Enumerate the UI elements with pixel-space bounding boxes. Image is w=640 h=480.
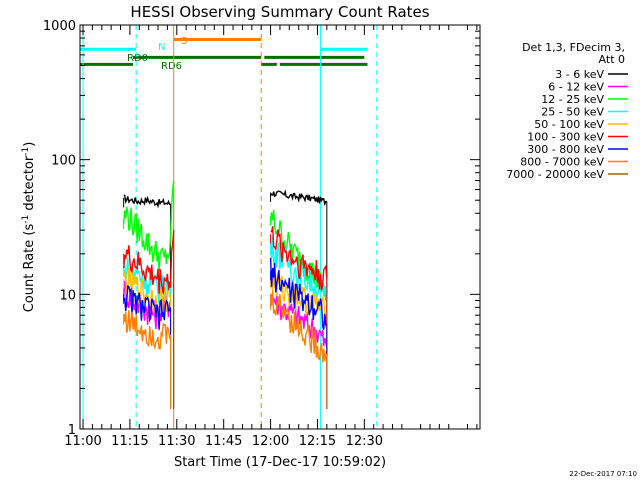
series-line — [123, 284, 172, 329]
series-line — [269, 235, 328, 301]
x-tick-label: 12:30 — [346, 434, 383, 449]
legend-entry-label: 300 - 800 keV — [527, 143, 604, 156]
x-tick-label: 11:15 — [111, 434, 148, 449]
legend-header-line-2: Att 0 — [599, 53, 625, 66]
series-line — [123, 230, 175, 294]
series-line — [270, 226, 328, 291]
x-tick-label: 11:00 — [64, 434, 101, 449]
x-tick-label: 12:00 — [252, 434, 289, 449]
y-tick-label: 100 — [51, 154, 76, 169]
x-axis: 11:00 11:15 11:30 11:45 12:00 12:15 12:30 — [64, 25, 478, 449]
series-line — [269, 290, 328, 363]
x-axis-label: Start Time (17-Dec-17 10:59:02) — [174, 455, 386, 470]
legend-entry-label: 800 - 7000 keV — [520, 156, 604, 169]
series-line — [123, 180, 175, 271]
legend-entry-label: 100 - 300 keV — [527, 131, 604, 144]
y-tick-label: 1 — [68, 423, 76, 438]
series-line — [270, 189, 327, 207]
flag-label: RD6 — [161, 61, 182, 72]
series-line — [123, 194, 171, 209]
legend-entry-label: 3 - 6 keV — [555, 68, 604, 81]
x-tick-label: 11:45 — [205, 434, 242, 449]
legend-entry-label: 7000 - 20000 keV — [506, 168, 604, 181]
x-tick-label: 11:30 — [158, 434, 195, 449]
flag-label: N — [158, 42, 165, 53]
legend-entry-label: 6 - 12 keV — [548, 81, 604, 94]
series-line — [123, 310, 172, 351]
flag-vertical-lines — [82, 25, 378, 429]
legend-entry-label: 50 - 100 keV — [534, 118, 604, 131]
flag-bars: N S RD0 RD6 — [80, 36, 368, 72]
y-axis-label: Count Rate (s-1 detector-1) — [21, 142, 37, 313]
y-tick-label: 1000 — [43, 19, 76, 34]
x-tick-label: 12:15 — [299, 434, 336, 449]
flag-label: RD0 — [127, 53, 148, 64]
legend-entry-label: 25 - 50 keV — [541, 106, 604, 119]
y-axis: 1 10 100 1000 — [43, 19, 480, 438]
y-tick-label: 10 — [59, 288, 76, 303]
series-line — [269, 257, 328, 330]
legend-header-line-1: Det 1,3, FDecim 3, — [522, 41, 625, 54]
series-lines — [123, 180, 328, 409]
footer-date: 22-Dec-2017 07:10 — [569, 470, 637, 478]
chart-title: HESSI Observing Summary Count Rates — [130, 3, 429, 21]
legend-entry-label: 12 - 25 keV — [541, 93, 604, 106]
flag-label: S — [181, 36, 187, 47]
